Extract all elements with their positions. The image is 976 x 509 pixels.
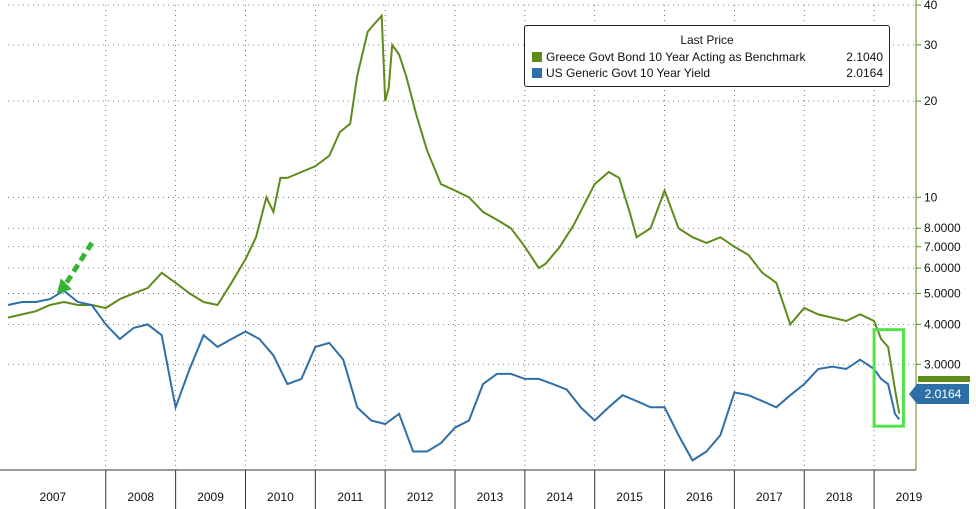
y-tick-label: 40 xyxy=(924,0,938,12)
x-tick-label: 2010 xyxy=(267,490,294,504)
arrow-head xyxy=(56,278,72,294)
y-tick-label: 6.0000 xyxy=(924,261,961,275)
y-tick-label: 7.0000 xyxy=(924,240,961,254)
x-tick-label: 2009 xyxy=(197,490,224,504)
greece-last-marker xyxy=(918,376,970,382)
x-tick-label: 2012 xyxy=(407,490,434,504)
x-axis-labels: 2007 2008 2009 2010 2011 2012 2013 2014 2015 2016… xyxy=(40,490,923,504)
x-tick-label: 2011 xyxy=(337,490,363,504)
us-last-value-tag: 2.0164 xyxy=(909,384,969,404)
x-tick-label: 2018 xyxy=(826,490,853,504)
x-tick-label: 2007 xyxy=(40,490,67,504)
legend: Last Price Greece Govt Bond 10 Year Acti… xyxy=(524,25,890,87)
highlight-box xyxy=(872,328,905,428)
x-tick-label: 2015 xyxy=(616,490,643,504)
y-tick-label: 8.0000 xyxy=(924,221,961,235)
legend-value-greece: 2.1040 xyxy=(846,50,883,64)
legend-label-greece: Greece Govt Bond 10 Year Acting as Bench… xyxy=(546,50,806,64)
x-tick-label: 2013 xyxy=(477,490,504,504)
x-axis-dividers xyxy=(105,470,875,509)
y-tick-label: 5.0000 xyxy=(924,286,961,300)
y-tick-label: 3.0000 xyxy=(924,357,961,371)
legend-item-greece: Greece Govt Bond 10 Year Acting as Bench… xyxy=(532,49,883,65)
legend-swatch-us xyxy=(532,68,542,78)
arrow-shaft xyxy=(62,241,94,287)
y-tick-label: 20 xyxy=(924,94,938,108)
series-us-line xyxy=(7,289,900,462)
series-greece-line xyxy=(7,13,901,414)
y-tick-label: 4.0000 xyxy=(924,317,961,331)
x-tick-label: 2017 xyxy=(756,490,783,504)
legend-label-us: US Generic Govt 10 Year Yield xyxy=(546,66,711,80)
x-tick-label: 2019 xyxy=(896,490,923,504)
legend-item-us: US Generic Govt 10 Year Yield 2.0164 xyxy=(532,65,883,81)
y-tick-label: 30 xyxy=(924,38,938,52)
x-tick-label: 2016 xyxy=(686,490,713,504)
x-tick-label: 2014 xyxy=(546,490,573,504)
legend-value-us: 2.0164 xyxy=(846,66,883,80)
y-tick-label: 10 xyxy=(924,190,938,204)
y-axis-labels: 40 30 20 10 8.0000 7.0000 6.0000 5.0000 4.0000 3.… xyxy=(924,0,961,371)
legend-swatch-greece xyxy=(532,52,542,62)
annotations xyxy=(56,241,905,428)
x-tick-label: 2008 xyxy=(127,490,154,504)
legend-title: Last Price xyxy=(680,33,734,47)
